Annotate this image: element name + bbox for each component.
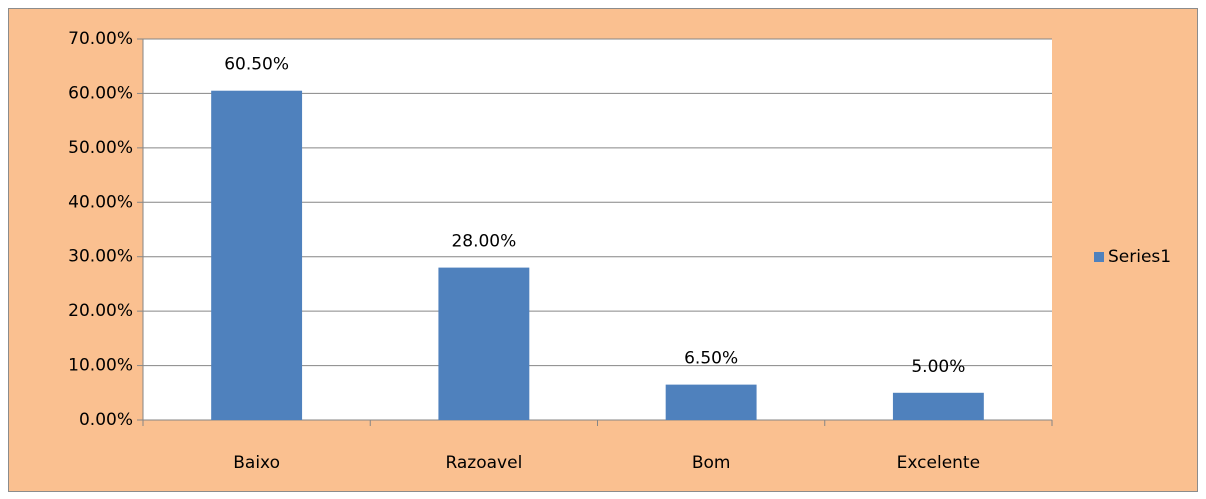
y-tick-label: 30.00% (68, 247, 133, 267)
y-tick-label: 10.00% (68, 356, 133, 376)
bar (438, 267, 530, 420)
data-label: 28.00% (451, 232, 516, 252)
x-tick-label: Baixo (233, 453, 280, 473)
x-tick-label: Bom (692, 453, 731, 473)
bar (665, 384, 757, 420)
data-label: 5.00% (911, 357, 965, 377)
legend-swatch (1094, 252, 1104, 262)
x-tick-label: Excelente (897, 453, 980, 473)
y-tick-label: 50.00% (68, 138, 133, 158)
y-tick-label: 20.00% (68, 301, 133, 321)
y-tick-label: 40.00% (68, 192, 133, 212)
bar (211, 90, 303, 420)
legend-label: Series1 (1108, 247, 1171, 267)
data-label: 60.50% (224, 55, 289, 75)
y-tick-label: 0.00% (79, 410, 133, 430)
data-label: 6.50% (684, 349, 738, 369)
y-tick-label: 60.00% (68, 83, 133, 103)
x-tick-label: Razoavel (445, 453, 522, 473)
y-tick-label: 70.00% (68, 29, 133, 49)
bar (892, 392, 984, 420)
